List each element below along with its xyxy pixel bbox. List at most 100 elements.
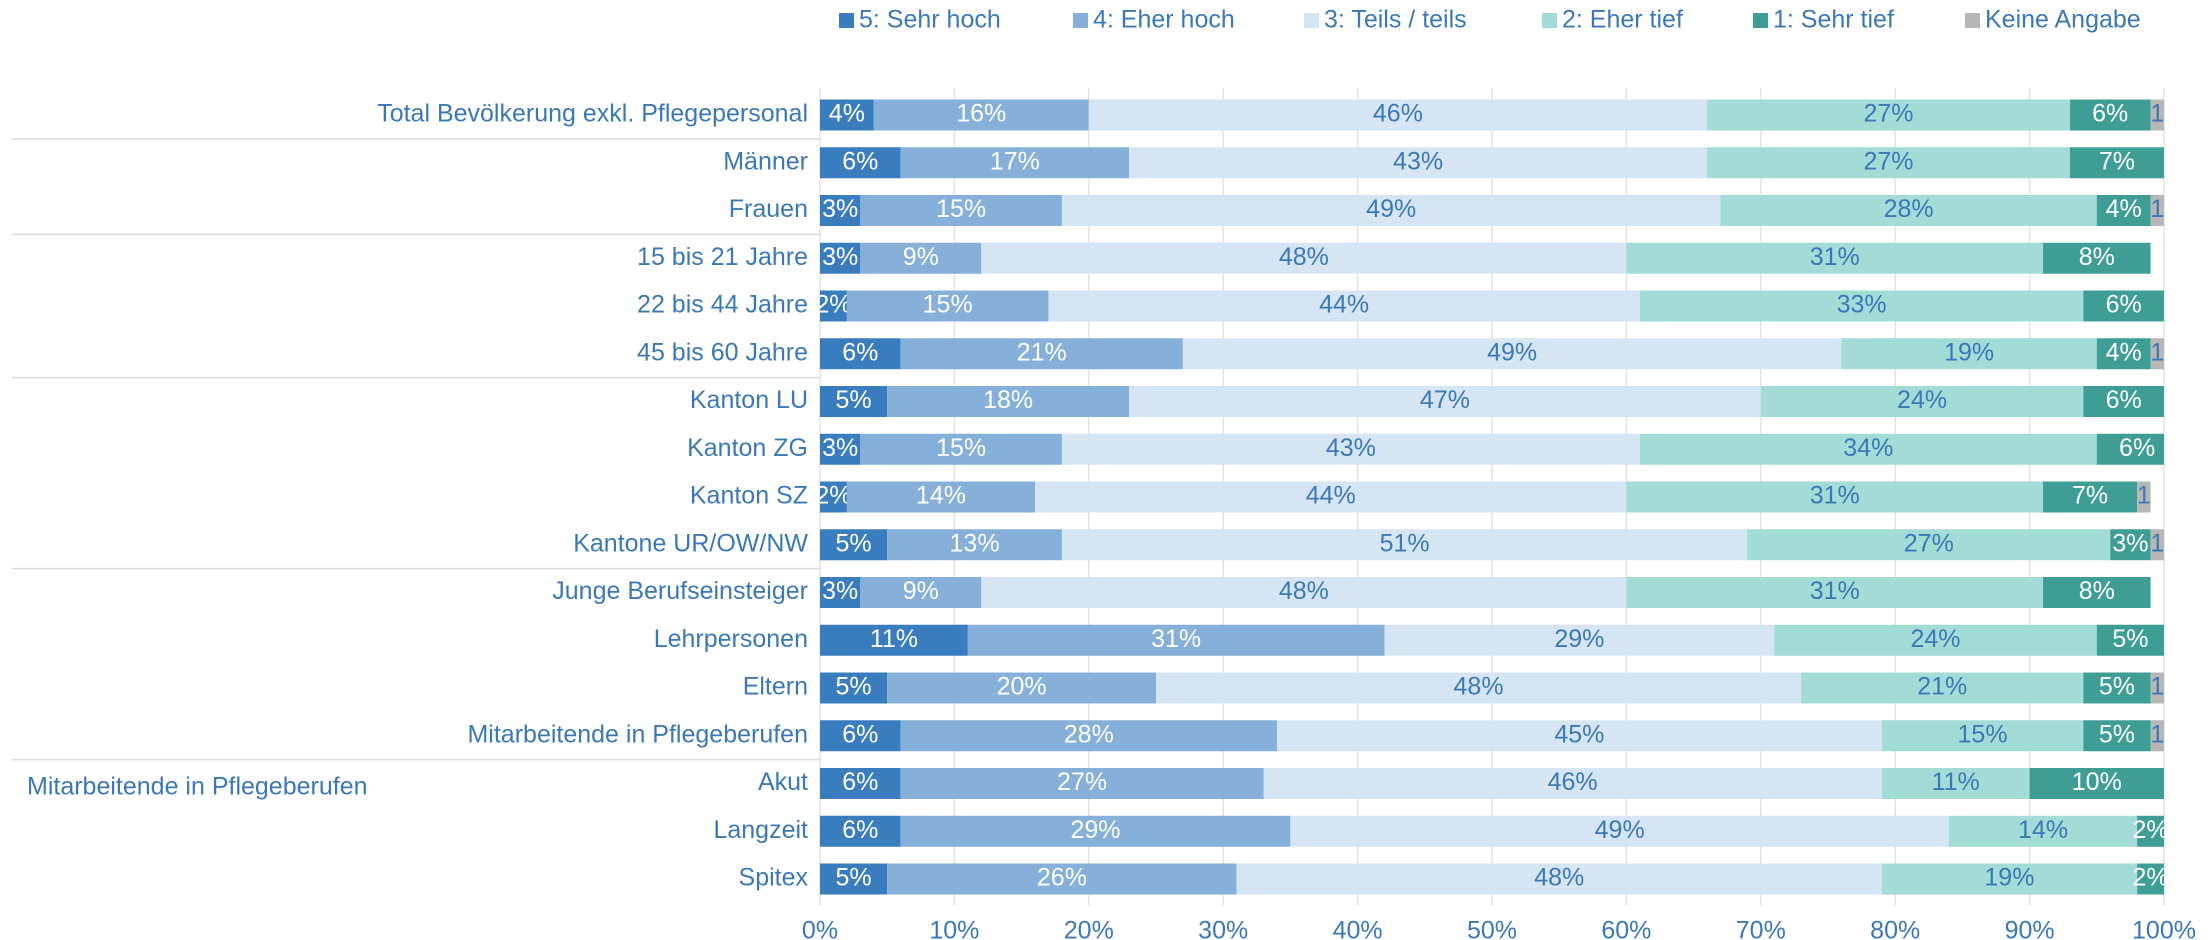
data-label: 19% <box>1944 338 1994 366</box>
bar-segment <box>2150 672 2164 704</box>
bar-segment <box>887 529 1062 561</box>
data-label: 5% <box>836 386 872 414</box>
bar-segment <box>1747 529 2111 561</box>
bar-segment <box>2069 147 2164 179</box>
bar-segment <box>967 624 1385 656</box>
bar-segment <box>900 338 1183 370</box>
bar-segment <box>820 433 861 465</box>
data-label: 14% <box>916 482 966 510</box>
bar-segment <box>1639 290 2084 322</box>
y-tick-label: Spitex <box>739 864 809 892</box>
legend-label: 5: Sehr hoch <box>859 6 1001 34</box>
data-label: 2% <box>815 482 851 510</box>
bar-segment <box>1760 386 2084 417</box>
bar-segment <box>900 768 1264 799</box>
data-label: 6% <box>2119 434 2155 462</box>
bar-segment <box>820 577 861 608</box>
data-label: 27% <box>1863 147 1913 175</box>
bar-segment <box>1626 577 2044 608</box>
bar-segment <box>2150 338 2164 370</box>
bar-segment <box>2110 529 2151 561</box>
bar-segment <box>887 672 1156 704</box>
data-label: 15% <box>936 434 986 462</box>
data-label: 51% <box>1380 529 1430 557</box>
bar-segment <box>860 577 982 608</box>
x-tick-label: 80% <box>1870 917 1920 940</box>
data-label: 5% <box>2099 720 2135 748</box>
bar-segment <box>2029 768 2164 799</box>
bar-segment <box>981 242 1627 274</box>
data-label: 21% <box>1017 338 1067 366</box>
data-label: 11% <box>870 625 918 653</box>
bar-segment <box>900 147 1130 179</box>
bar-segment <box>2043 577 2151 608</box>
legend-label: 4: Eher hoch <box>1093 6 1235 34</box>
data-label: 24% <box>1897 386 1947 414</box>
bar-segment <box>2150 529 2164 561</box>
y-tick-label: Kanton SZ <box>690 482 808 510</box>
y-tick-label: Frauen <box>729 195 808 223</box>
bar-segment <box>2083 386 2164 417</box>
bar-segment <box>1035 481 1627 513</box>
data-label: 16% <box>956 100 1006 128</box>
data-label: 1 <box>2150 195 2164 223</box>
x-tick-label: 10% <box>929 917 979 940</box>
data-label: 8% <box>2079 577 2115 605</box>
data-label: 3% <box>822 434 858 462</box>
data-label: 2% <box>2132 864 2168 892</box>
bar-segment <box>1048 290 1640 322</box>
legend-label: 3: Teils / teils <box>1324 6 1467 34</box>
data-label: 1 <box>2150 673 2164 701</box>
bar-segment <box>2083 672 2151 704</box>
bar-segment <box>1720 195 2097 226</box>
bar-segment <box>981 577 1627 608</box>
data-label: 6% <box>842 768 878 796</box>
data-label: 26% <box>1037 864 1087 892</box>
bar-segment <box>1384 624 1775 656</box>
bar-segment <box>2083 720 2151 752</box>
data-label: 18% <box>983 386 1033 414</box>
data-label: 46% <box>1548 768 1598 796</box>
bar-segment <box>2164 386 2177 417</box>
bar-segment <box>900 720 1277 752</box>
bar-segment <box>2137 863 2164 895</box>
bar-segment <box>820 386 888 417</box>
legend-swatch <box>1073 13 1088 28</box>
data-label: 27% <box>1863 100 1913 128</box>
legend-swatch <box>1753 13 1768 28</box>
x-tick-label: 100% <box>2132 917 2196 940</box>
bar-segment <box>1276 720 1882 752</box>
x-tick-label: 90% <box>2005 917 2055 940</box>
bar-segment <box>2096 624 2164 656</box>
bar-segment <box>1182 338 1842 370</box>
data-label: 1 <box>2150 529 2164 557</box>
bar-segment <box>2150 99 2164 131</box>
data-label: 1 <box>2150 720 2164 748</box>
y-tick-label: Kanton ZG <box>687 434 808 462</box>
data-label: 4% <box>2106 195 2142 223</box>
bar-segment <box>820 338 901 370</box>
bar-segment <box>820 242 861 274</box>
data-label: 44% <box>1319 291 1369 319</box>
data-label: 2% <box>2132 816 2168 844</box>
bar-segment <box>820 529 888 561</box>
bar-segment <box>820 720 901 752</box>
bar-segment <box>1129 386 1761 417</box>
data-label: 44% <box>1306 482 1356 510</box>
data-label: 28% <box>1884 195 1934 223</box>
x-tick-label: 20% <box>1064 917 1114 940</box>
data-label: 6% <box>2106 386 2142 414</box>
bar-segment <box>2164 147 2177 178</box>
y-tick-label: Kantone UR/OW/NW <box>573 529 808 557</box>
bar-segment <box>1061 433 1640 465</box>
bar-segment <box>2043 481 2138 513</box>
legend-swatch <box>1542 13 1557 28</box>
data-label: 2% <box>815 291 851 319</box>
bar-segment <box>860 242 982 274</box>
x-tick-label: 70% <box>1736 917 1786 940</box>
data-label: 6% <box>2106 291 2142 319</box>
bar-segment <box>1088 99 1708 131</box>
y-tick-label: Langzeit <box>713 816 808 844</box>
data-label: 31% <box>1810 482 1860 510</box>
